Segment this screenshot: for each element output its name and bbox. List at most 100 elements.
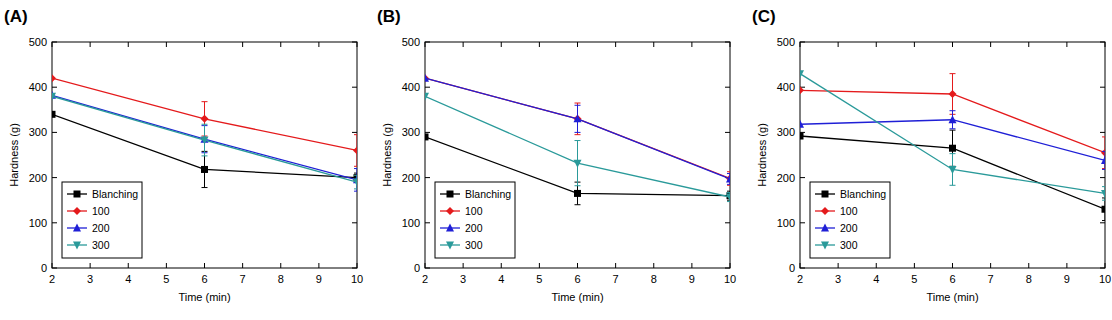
legend-label: 100 <box>465 205 483 217</box>
marker <box>800 86 804 94</box>
x-tick-label: 10 <box>351 273 363 285</box>
x-tick <box>52 42 53 47</box>
x-tick <box>425 42 426 47</box>
x-tick-label: 3 <box>87 273 93 285</box>
error-bar <box>575 105 581 132</box>
y-tick-label: 200 <box>402 172 420 184</box>
x-tick <box>1105 42 1106 47</box>
marker <box>800 133 804 140</box>
x-tick-label: 3 <box>835 273 841 285</box>
x-tick <box>577 263 578 268</box>
marker <box>201 115 209 123</box>
error-bar <box>575 103 581 135</box>
legend-box <box>810 182 890 258</box>
x-tick <box>800 42 801 47</box>
marker <box>574 115 582 123</box>
marker <box>52 93 56 101</box>
x-tick <box>1028 42 1029 47</box>
error-cap <box>950 73 956 74</box>
legend-label: 200 <box>465 222 483 234</box>
y-tick-label: 400 <box>402 81 420 93</box>
y-tick <box>352 222 357 223</box>
x-tick <box>539 42 540 47</box>
error-bar <box>575 141 581 186</box>
error-cap <box>727 184 730 185</box>
y-tick-label: 400 <box>777 81 795 93</box>
marker <box>574 160 582 168</box>
x-tick-label: 3 <box>460 273 466 285</box>
error-bar <box>575 182 581 205</box>
legend-marker <box>822 191 829 198</box>
legend-label: 300 <box>465 239 483 251</box>
legend-label: 100 <box>840 205 858 217</box>
legend-marker <box>821 242 829 250</box>
panel-title: (A) <box>4 7 28 26</box>
error-cap <box>354 191 357 192</box>
error-cap <box>1102 136 1105 137</box>
legend-marker <box>821 224 829 232</box>
marker <box>201 166 208 173</box>
panel: (A)01002003004005002345678910Time (min)H… <box>4 7 363 303</box>
y-axis-label: Hardness (g) <box>381 123 393 187</box>
y-tick-label: 500 <box>29 36 47 48</box>
y-tick <box>52 42 57 43</box>
legend: Blanching 100 200 300 <box>435 182 515 258</box>
error-bar <box>1102 198 1105 221</box>
y-tick-label: 200 <box>777 172 795 184</box>
error-cap <box>950 185 956 186</box>
x-tick <box>914 263 915 268</box>
y-tick-label: 300 <box>777 126 795 138</box>
x-tick <box>990 42 991 47</box>
x-tick <box>52 263 53 268</box>
error-cap <box>575 103 581 104</box>
y-tick <box>800 222 805 223</box>
x-tick <box>90 42 91 47</box>
marker <box>353 179 357 187</box>
marker <box>949 145 956 152</box>
error-cap <box>1102 186 1105 187</box>
x-tick <box>463 263 464 268</box>
figure: (A)01002003004005002345678910Time (min)H… <box>0 0 1112 320</box>
marker <box>726 174 730 182</box>
series-line <box>800 74 1105 194</box>
error-cap <box>950 153 956 154</box>
series-line <box>52 78 357 150</box>
error-cap <box>354 166 357 167</box>
y-tick <box>725 87 730 88</box>
x-tick-label: 4 <box>125 273 131 285</box>
marker <box>201 137 209 145</box>
x-tick <box>539 263 540 268</box>
error-cap <box>354 175 357 176</box>
error-cap <box>727 173 730 174</box>
marker <box>949 115 957 123</box>
marker <box>949 90 957 98</box>
x-tick <box>730 42 731 47</box>
x-tick-label: 4 <box>873 273 879 285</box>
plot-frame <box>800 42 1105 268</box>
legend-label: 200 <box>840 222 858 234</box>
y-tick <box>352 268 357 269</box>
x-tick <box>204 263 205 268</box>
error-cap <box>1102 220 1105 221</box>
y-tick-label: 500 <box>777 36 795 48</box>
y-tick <box>52 268 57 269</box>
x-tick <box>990 263 991 268</box>
error-cap <box>950 130 956 131</box>
y-tick-label: 400 <box>29 81 47 93</box>
error-bar <box>1102 137 1105 169</box>
series-line <box>425 78 730 178</box>
y-tick <box>52 132 57 133</box>
y-tick-label: 200 <box>29 172 47 184</box>
x-tick <box>463 42 464 47</box>
series-line <box>800 136 1105 209</box>
x-tick-label: 4 <box>498 273 504 285</box>
x-tick <box>914 42 915 47</box>
y-tick-label: 500 <box>402 36 420 48</box>
y-tick <box>425 222 430 223</box>
marker <box>800 120 804 128</box>
legend-label: Blanching <box>465 188 511 200</box>
error-cap <box>354 168 357 169</box>
x-tick-label: 5 <box>911 273 917 285</box>
error-cap <box>727 185 730 186</box>
marker <box>425 93 429 101</box>
